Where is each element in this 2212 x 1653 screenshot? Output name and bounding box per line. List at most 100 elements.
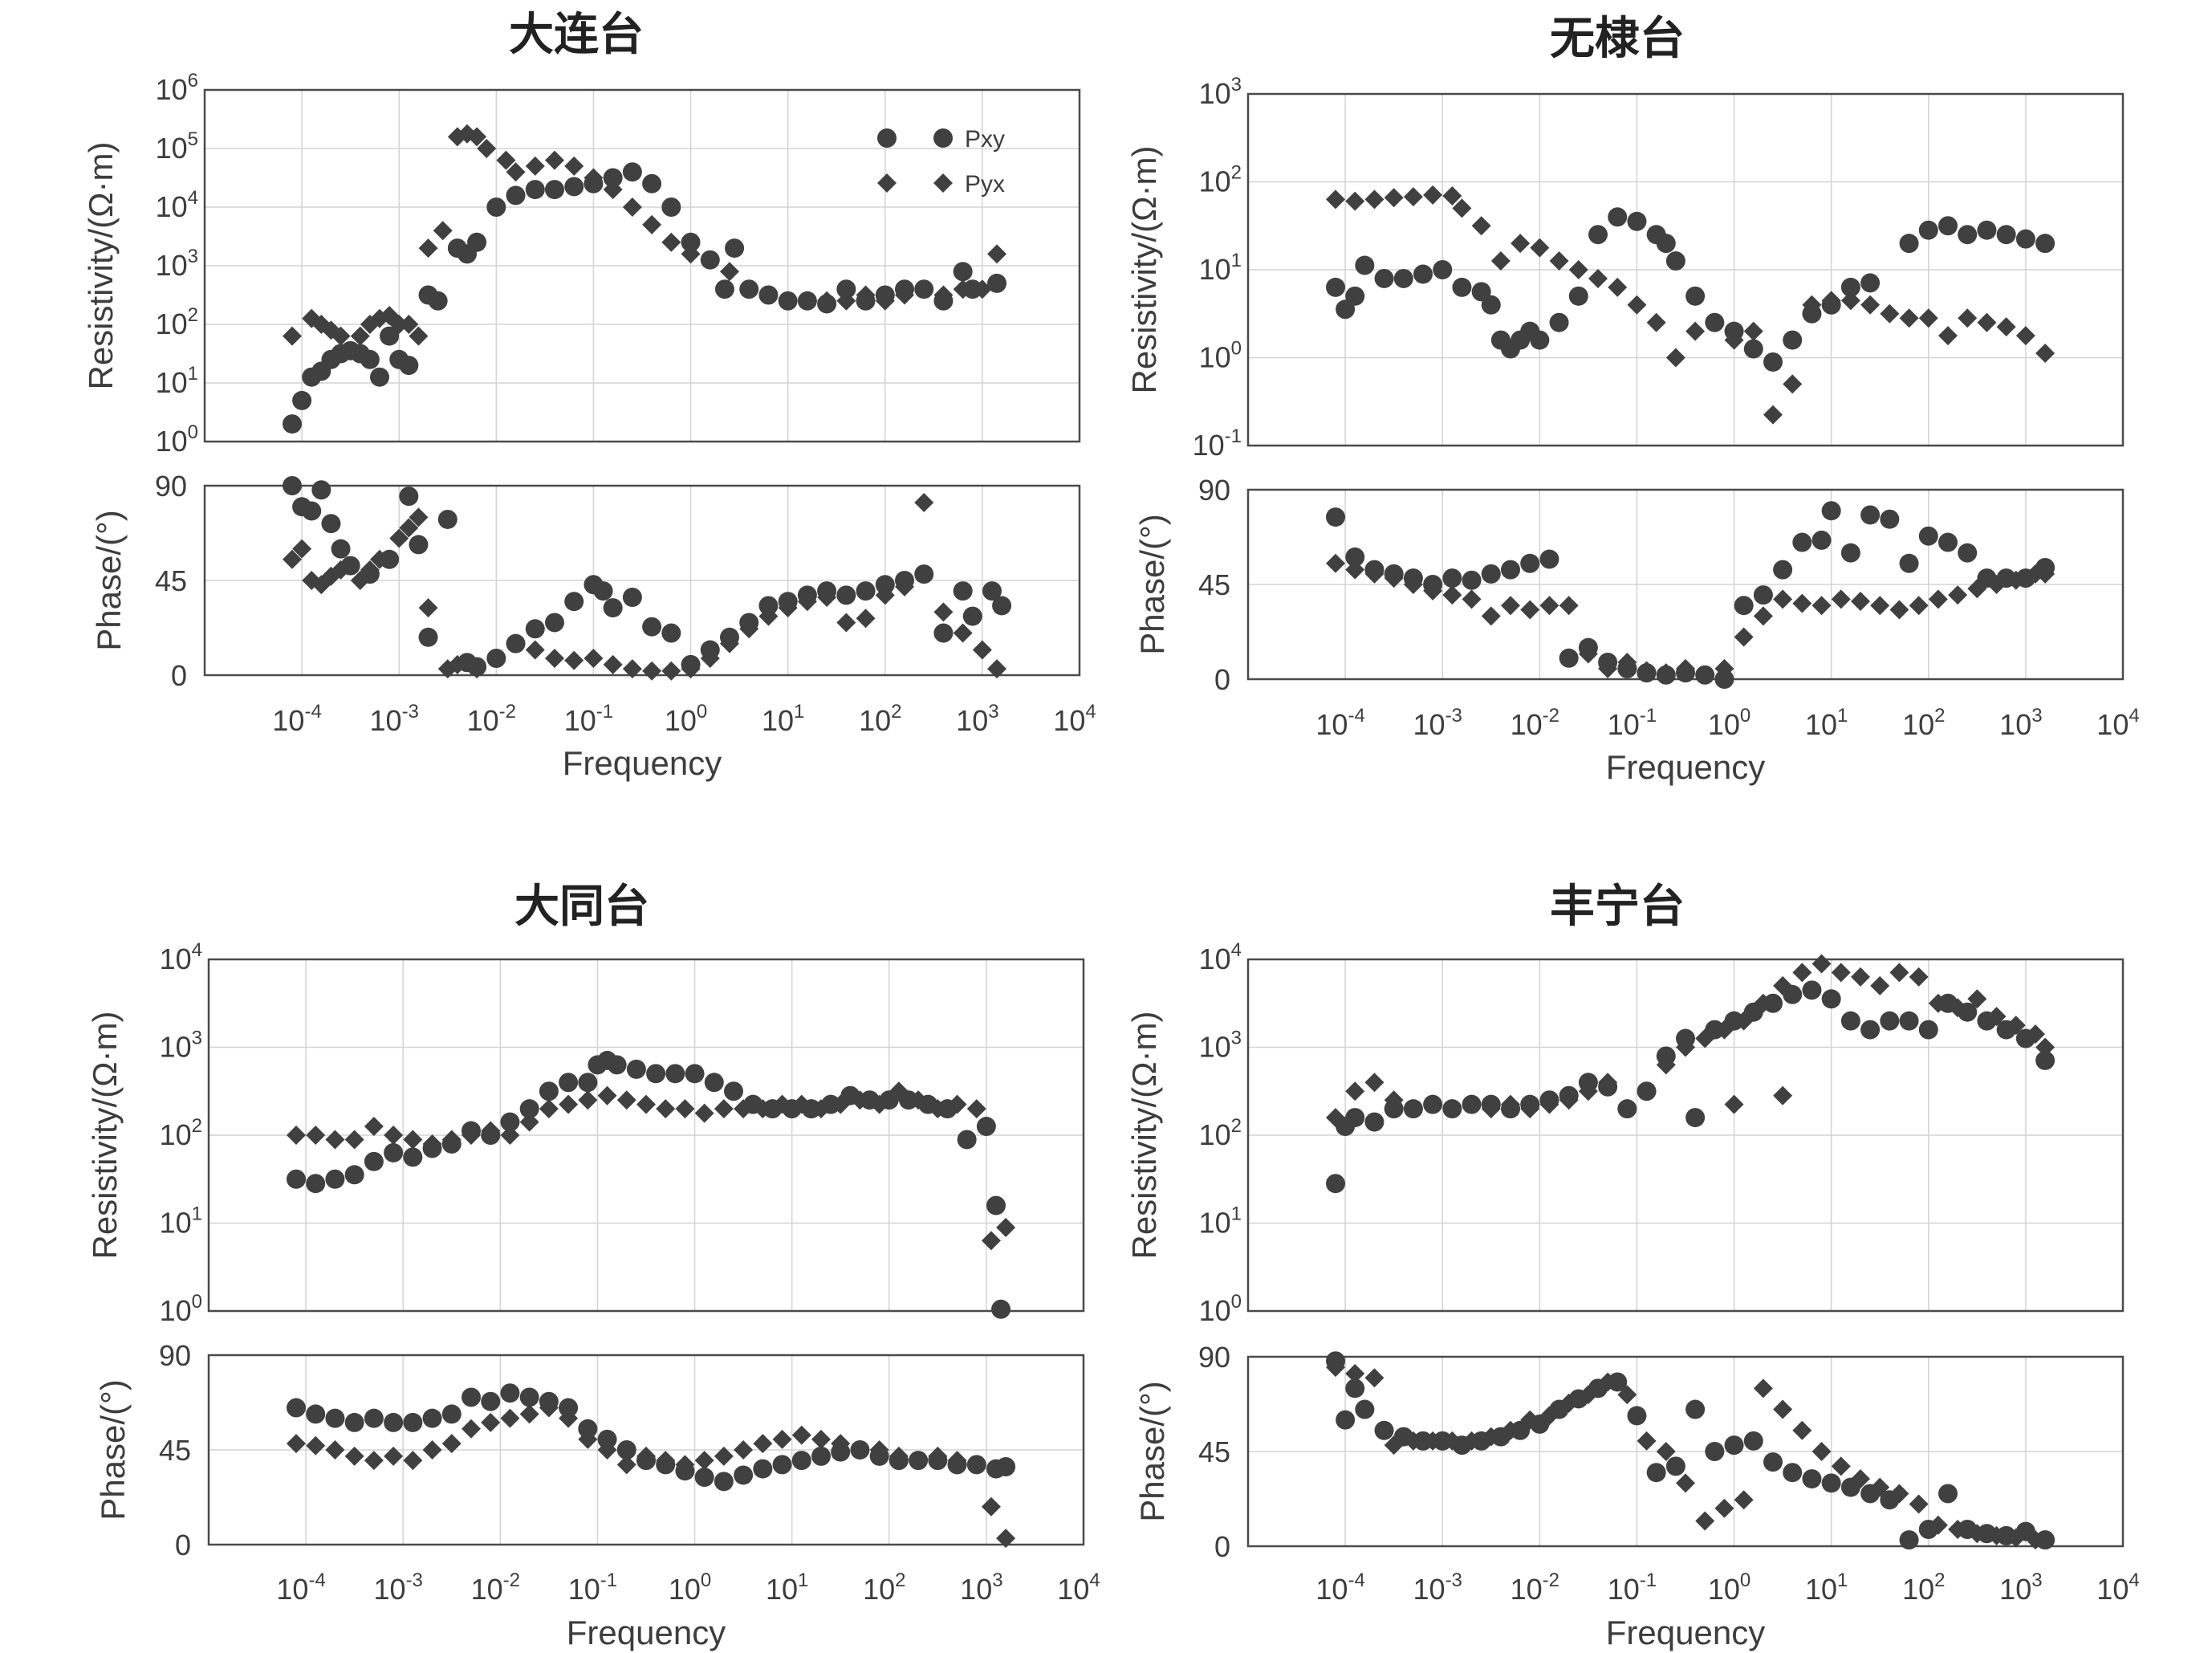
data-point-pxy bbox=[875, 575, 895, 595]
data-point-pxy bbox=[646, 1064, 666, 1084]
data-point-pyx bbox=[2006, 1528, 2026, 1548]
data-point-pxy bbox=[616, 1440, 636, 1460]
data-point-pyx bbox=[325, 1440, 345, 1460]
data-point-pyx bbox=[720, 262, 739, 282]
data-point-pxy bbox=[370, 367, 389, 387]
data-point-pyx bbox=[2026, 1024, 2045, 1044]
data-point-pxy bbox=[1501, 560, 1520, 580]
data-point-pyx bbox=[1423, 1094, 1443, 1114]
data-point-pyx bbox=[1501, 596, 1520, 616]
y-axis-label: Resistivity/(Ω·m) bbox=[82, 141, 120, 389]
data-point-pyx bbox=[758, 606, 779, 626]
data-point-pyx bbox=[1909, 1494, 1929, 1514]
data-point-pxy bbox=[1549, 312, 1569, 332]
x-tick-label: 102 bbox=[863, 1570, 905, 1606]
station-chart-0: 大连台 100 101 102 103 104 105 106 Resistivity/(Ω·m… bbox=[82, 9, 1096, 782]
data-point-pyx bbox=[389, 528, 409, 548]
data-point-pyx bbox=[966, 1099, 986, 1119]
x-tick-label: 10-2 bbox=[1511, 1570, 1559, 1606]
data-point-pxy bbox=[500, 1112, 520, 1132]
data-point-pxy bbox=[344, 1165, 364, 1185]
data-point-pyx bbox=[1724, 1094, 1744, 1114]
data-point-pxy bbox=[525, 180, 545, 200]
data-point-pxy bbox=[564, 177, 584, 197]
data-point-pxy bbox=[1938, 532, 1958, 552]
data-point-pyx bbox=[422, 1440, 442, 1460]
x-tick-label: 10-4 bbox=[1315, 1570, 1364, 1606]
data-point-pxy bbox=[325, 1408, 345, 1428]
data-point-pyx bbox=[1734, 1011, 1754, 1031]
x-tick-label: 101 bbox=[766, 1570, 808, 1606]
data-point-pyx bbox=[564, 156, 584, 176]
data-point-pxy bbox=[422, 1408, 442, 1428]
data-point-pxy bbox=[311, 480, 331, 500]
x-tick-label: 10-2 bbox=[471, 1570, 520, 1606]
data-point-pyx bbox=[656, 1451, 676, 1471]
data-point-pyx bbox=[545, 150, 564, 170]
data-point-pxy bbox=[1568, 286, 1588, 306]
data-point-pxy bbox=[1462, 570, 1482, 590]
data-point-pyx bbox=[1724, 330, 1744, 350]
data-point-pxy bbox=[607, 1055, 627, 1075]
data-point-pyx bbox=[1637, 1081, 1657, 1101]
legend-marker-pyx bbox=[877, 173, 897, 193]
x-tick-label: 10-1 bbox=[564, 701, 613, 737]
data-point-pyx bbox=[306, 1126, 326, 1145]
data-point-pyx bbox=[875, 291, 895, 311]
data-point-pyx bbox=[734, 1099, 754, 1119]
data-point-pyx bbox=[1909, 967, 1929, 987]
data-point-pyx bbox=[441, 1434, 462, 1454]
x-tick-label: 10-1 bbox=[1608, 1570, 1657, 1606]
data-point-pyx bbox=[1364, 1368, 1385, 1388]
data-point-pyx bbox=[1598, 1372, 1618, 1392]
data-point-pxy bbox=[626, 1059, 646, 1079]
data-point-pxy bbox=[1977, 220, 1997, 240]
x-tick-label: 10-2 bbox=[1511, 705, 1559, 741]
data-point-pyx bbox=[433, 221, 453, 241]
data-point-pyx bbox=[1539, 596, 1559, 616]
data-point-pyx bbox=[1811, 954, 1832, 974]
data-point-pyx bbox=[914, 279, 934, 299]
data-point-pyx bbox=[1384, 1435, 1404, 1456]
data-point-pxy bbox=[364, 1151, 384, 1171]
data-point-pyx bbox=[603, 654, 623, 674]
data-point-pyx bbox=[1481, 1427, 1501, 1447]
data-point-pyx bbox=[778, 598, 798, 618]
y-axis-label: Phase/(°) bbox=[90, 510, 128, 651]
data-point-pyx bbox=[519, 1404, 539, 1424]
data-point-pyx bbox=[1705, 312, 1725, 332]
series-pyx bbox=[287, 1081, 1016, 1251]
data-point-pyx bbox=[642, 214, 662, 234]
data-point-pxy bbox=[409, 535, 429, 555]
data-point-pxy bbox=[306, 1174, 326, 1194]
data-point-pxy bbox=[1840, 277, 1860, 297]
y-tick-label: 45 bbox=[1198, 568, 1230, 601]
data-point-pyx bbox=[1773, 589, 1793, 609]
data-point-pyx bbox=[360, 560, 380, 580]
data-point-pyx bbox=[869, 1440, 889, 1460]
data-point-pyx bbox=[739, 619, 759, 639]
data-point-pyx bbox=[1676, 658, 1695, 678]
data-point-pxy bbox=[545, 613, 564, 633]
phase-panel: 0 45 90 Phase/(°) bbox=[94, 1339, 1085, 1561]
data-point-pyx bbox=[642, 661, 662, 681]
data-point-pxy bbox=[384, 1142, 404, 1162]
data-point-pyx bbox=[564, 650, 584, 670]
data-point-pyx bbox=[1578, 1385, 1598, 1405]
data-point-pxy bbox=[1433, 260, 1453, 279]
data-point-pxy bbox=[467, 232, 487, 252]
data-point-pyx bbox=[1802, 295, 1822, 315]
data-point-pyx bbox=[1617, 653, 1637, 673]
data-point-pyx bbox=[797, 592, 817, 612]
data-point-pyx bbox=[1783, 374, 1803, 394]
data-point-pxy bbox=[714, 1472, 734, 1492]
data-point-pxy bbox=[1880, 1011, 1900, 1031]
x-tick-label: 10-3 bbox=[374, 1570, 423, 1606]
data-point-pyx bbox=[603, 180, 623, 200]
data-point-pyx bbox=[1345, 191, 1365, 211]
data-point-pyx bbox=[933, 602, 954, 622]
data-point-pyx bbox=[525, 640, 545, 660]
data-point-pyx bbox=[1423, 580, 1443, 601]
series-pyx bbox=[1326, 185, 2055, 425]
data-point-pxy bbox=[1860, 505, 1881, 525]
